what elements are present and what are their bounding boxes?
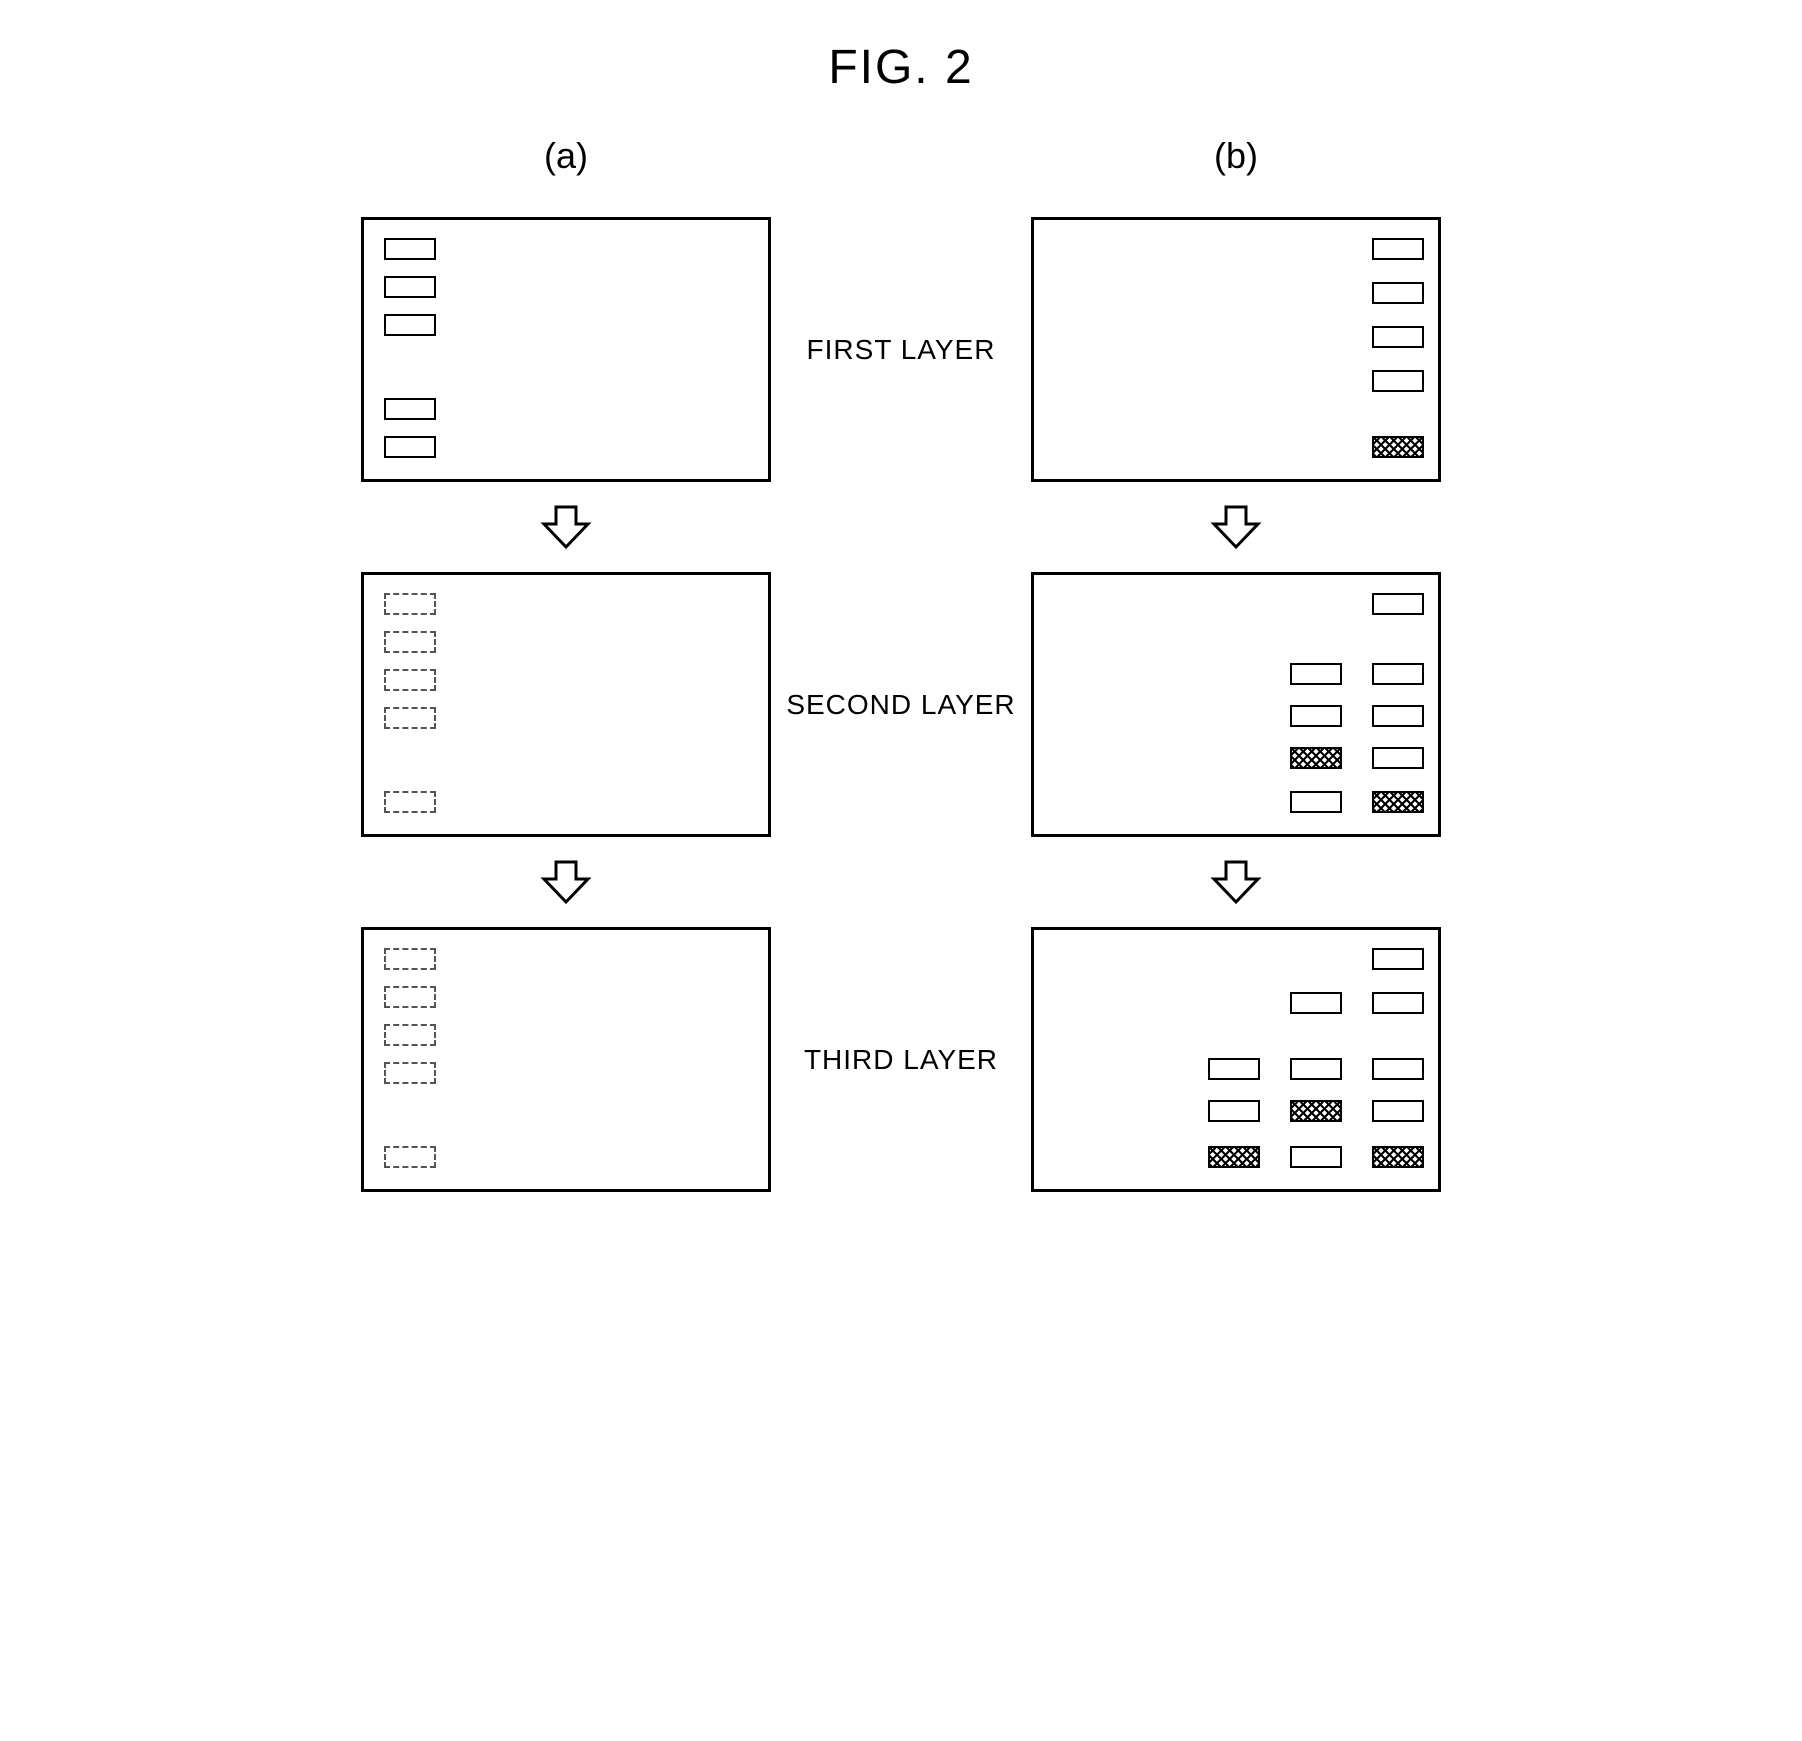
box-item	[1372, 1100, 1424, 1122]
arrow-b-1	[1206, 502, 1266, 552]
box-item	[384, 1146, 436, 1168]
arrow-b-2	[1206, 857, 1266, 907]
box-item	[1372, 663, 1424, 685]
box-item	[1372, 282, 1424, 304]
diagram-grid: (a) (b) FIRST LAYER SECOND LAYER THIRD L…	[356, 135, 1446, 1192]
column-b-label: (b)	[1214, 135, 1258, 177]
box-item	[1372, 705, 1424, 727]
panel-a-first	[361, 217, 771, 482]
box-item	[384, 398, 436, 420]
box-item	[1208, 1100, 1260, 1122]
box-item	[384, 314, 436, 336]
box-item	[1290, 747, 1342, 769]
box-item	[1372, 948, 1424, 970]
panel-b-third	[1031, 927, 1441, 1192]
panel-a-second	[361, 572, 771, 837]
box-item	[1372, 1146, 1424, 1168]
box-item	[1290, 705, 1342, 727]
first-layer-label: FIRST LAYER	[807, 334, 996, 366]
box-item	[384, 707, 436, 729]
column-a-label: (a)	[544, 135, 588, 177]
box-item	[1372, 238, 1424, 260]
box-item	[1372, 436, 1424, 458]
box-item	[384, 791, 436, 813]
box-item	[1290, 992, 1342, 1014]
box-item	[384, 238, 436, 260]
box-item	[384, 593, 436, 615]
panel-a-third	[361, 927, 771, 1192]
box-item	[384, 436, 436, 458]
box-item	[1372, 326, 1424, 348]
box-item	[384, 669, 436, 691]
box-item	[1290, 1058, 1342, 1080]
box-item	[384, 1062, 436, 1084]
box-item	[1372, 992, 1424, 1014]
box-item	[1372, 593, 1424, 615]
box-item	[1290, 791, 1342, 813]
box-item	[1372, 791, 1424, 813]
panel-b-first	[1031, 217, 1441, 482]
box-item	[384, 948, 436, 970]
box-item	[384, 1024, 436, 1046]
figure-title: FIG. 2	[828, 40, 973, 95]
box-item	[1290, 1100, 1342, 1122]
box-item	[1290, 663, 1342, 685]
box-item	[384, 986, 436, 1008]
box-item	[1372, 747, 1424, 769]
panel-b-second	[1031, 572, 1441, 837]
box-item	[1372, 370, 1424, 392]
box-item	[1372, 1058, 1424, 1080]
box-item	[1208, 1146, 1260, 1168]
arrow-a-2	[536, 857, 596, 907]
second-layer-label: SECOND LAYER	[786, 689, 1015, 721]
box-item	[384, 631, 436, 653]
arrow-a-1	[536, 502, 596, 552]
third-layer-label: THIRD LAYER	[804, 1044, 998, 1076]
box-item	[1290, 1146, 1342, 1168]
box-item	[1208, 1058, 1260, 1080]
box-item	[384, 276, 436, 298]
